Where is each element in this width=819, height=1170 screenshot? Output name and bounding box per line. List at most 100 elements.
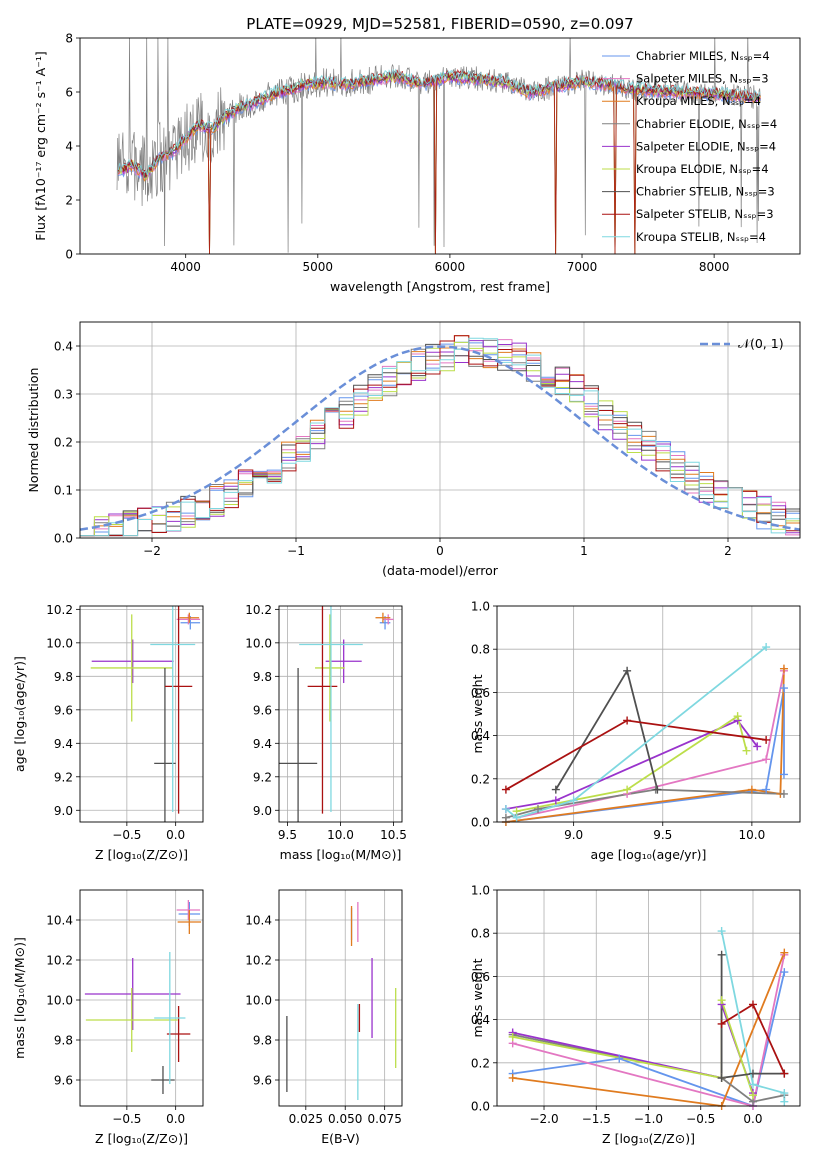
- panel-residuals: −2 −1 0 1 2 0.0 0.1 0.2 0.3 0.4 (data-model)/error…: [26, 321, 801, 578]
- legend-entry: Kroupa STELIB, Nₛₛₚ=4: [636, 230, 766, 244]
- plot-area-mass_vs_Z: [84, 900, 202, 1094]
- data-point: [717, 950, 726, 959]
- axes-frame: [496, 889, 801, 1107]
- x-tick-label: 9.5: [278, 828, 297, 842]
- data-point: [742, 746, 751, 755]
- y-tick-label: 10.0: [46, 636, 73, 650]
- y-tick-label: 0.2: [471, 1056, 490, 1070]
- y-tick-label: 9.8: [54, 670, 73, 684]
- data-point: [779, 770, 788, 779]
- x-tick-label: 6000: [435, 260, 466, 274]
- x-tick-label: −2: [143, 544, 161, 558]
- y-tick-label: 4: [65, 140, 73, 154]
- series-line: [505, 719, 758, 810]
- y-tick-label: 0.4: [471, 1013, 490, 1027]
- axes-frame: [278, 605, 403, 823]
- x-axis-label: age [log₁₀(age/yr)]: [591, 847, 707, 862]
- model-spectrum: [117, 70, 761, 178]
- x-tick-label: 2: [724, 544, 732, 558]
- x-tick-label: 0.0: [166, 828, 185, 842]
- y-tick-label: 10.0: [245, 636, 272, 650]
- x-tick-label: −2.0: [529, 1112, 558, 1126]
- y-tick-label: 0.8: [471, 927, 490, 941]
- y-tick-label: 9.8: [253, 1034, 272, 1048]
- data-point: [717, 927, 726, 936]
- axes-frame: [278, 889, 403, 1107]
- y-tick-label: 0: [65, 248, 73, 262]
- data-point: [501, 813, 510, 822]
- x-axis-label: mass [log₁₀(M/M⊙)]: [280, 847, 402, 862]
- legend-entry: Salpeter ELODIE, Nₛₛₚ=4: [636, 139, 776, 153]
- legend-entry: Salpeter MILES, Nₛₛₚ=3: [636, 72, 769, 86]
- x-tick-label: 10.5: [380, 828, 407, 842]
- data-point: [780, 1089, 789, 1098]
- x-tick-label: 0.050: [328, 1112, 362, 1126]
- x-tick-label: 0: [436, 544, 444, 558]
- data-point: [780, 948, 789, 957]
- data-point: [762, 785, 771, 794]
- y-tick-label: 0.0: [54, 532, 73, 546]
- x-tick-label: 9.0: [564, 828, 583, 842]
- y-tick-label: 9.6: [54, 703, 73, 717]
- data-point: [623, 666, 632, 675]
- series-line: [505, 646, 767, 819]
- data-point: [501, 785, 510, 794]
- y-tick-label: 8: [65, 32, 73, 46]
- y-axis-label: Flux [fλ10⁻¹⁷ erg cm⁻² s⁻¹ A⁻¹]: [33, 51, 48, 240]
- y-tick-label: 0.6: [471, 686, 490, 700]
- legend-entry: Chabrier ELODIE, Nₛₛₚ=4: [636, 117, 777, 131]
- plot-area-age_vs_Z: [90, 606, 201, 822]
- series-line: [505, 668, 785, 822]
- x-tick-label: 8000: [699, 260, 730, 274]
- data-point: [748, 1069, 757, 1078]
- series-line: [512, 1033, 785, 1103]
- series-line: [505, 788, 785, 819]
- axes-frame: [79, 605, 204, 823]
- data-point: [733, 712, 742, 721]
- legend-entry: Chabrier STELIB, Nₛₛₚ=3: [636, 185, 775, 199]
- x-tick-label: −0.5: [112, 828, 141, 842]
- plot-area-age_vs_mass: [279, 606, 394, 822]
- legend-entry: Kroupa ELODIE, Nₛₛₚ=4: [636, 162, 769, 176]
- y-tick-label: 0.1: [54, 484, 73, 498]
- x-tick-label: 0.0: [166, 1112, 185, 1126]
- y-tick-label: 9.4: [253, 737, 272, 751]
- x-axis-label: Z [log₁₀(Z/Z⊙)]: [95, 1131, 188, 1146]
- panel-weight_vs_Z: −2.0 −1.5 −1.0 −0.5 0.0 0.0 0.2 0.4 0.6 0.8 1.0 Z […: [470, 884, 801, 1146]
- plot-area-weight_vs_Z: [512, 930, 786, 1106]
- y-tick-label: 10.4: [46, 914, 73, 928]
- y-tick-label: 10.2: [245, 954, 272, 968]
- y-tick-label: 10.0: [46, 994, 73, 1008]
- model-spectrum: [117, 68, 761, 176]
- y-tick-label: 9.6: [253, 703, 272, 717]
- x-tick-label: 0.075: [367, 1112, 401, 1126]
- panel-age_vs_mass: 9.5 10.0 10.5 9.0 9.2 9.4 9.6 9.8 10.0 10.2 mass […: [245, 603, 407, 862]
- data-point: [779, 789, 788, 798]
- data-point: [780, 1097, 789, 1106]
- x-tick-label: 0.025: [289, 1112, 323, 1126]
- y-tick-label: 9.6: [54, 1074, 73, 1088]
- y-tick-label: 1.0: [471, 600, 490, 614]
- y-tick-label: 9.0: [253, 804, 272, 818]
- y-tick-label: 9.6: [253, 1074, 272, 1088]
- axes-frame: [79, 37, 801, 255]
- data-point: [762, 735, 771, 744]
- data-point: [762, 755, 771, 764]
- legend-entry: Salpeter STELIB, Nₛₛₚ=3: [636, 207, 774, 221]
- y-tick-label: 10.2: [245, 603, 272, 617]
- data-point: [653, 785, 662, 794]
- panel-mass_vs_ebv: 0.025 0.050 0.075 9.6 9.8 10.0 10.2 10.4 E(B-V): [245, 889, 403, 1146]
- y-tick-label: 6: [65, 86, 73, 100]
- legend-entry: Kroupa MILES, Nₛₛₚ=4: [636, 94, 761, 108]
- x-axis-label: E(B-V): [321, 1131, 360, 1146]
- data-point: [748, 1091, 757, 1100]
- y-tick-label: 9.8: [253, 670, 272, 684]
- legend-entry: 𝒩(0, 1): [738, 336, 784, 351]
- y-tick-label: 10.0: [245, 994, 272, 1008]
- panel-age_vs_Z: −0.5 0.0 9.0 9.2 9.4 9.6 9.8 10.0 10.2 Z [log₁₀(Z…: [12, 603, 204, 862]
- panel-spectrum: 4000 5000 6000 7000 8000 0 2 4 6 8 wavelength [Ang…: [33, 15, 801, 294]
- x-tick-label: 10.0: [739, 828, 766, 842]
- plot-area-spectrum: [116, 38, 761, 254]
- y-tick-label: 9.4: [54, 737, 73, 751]
